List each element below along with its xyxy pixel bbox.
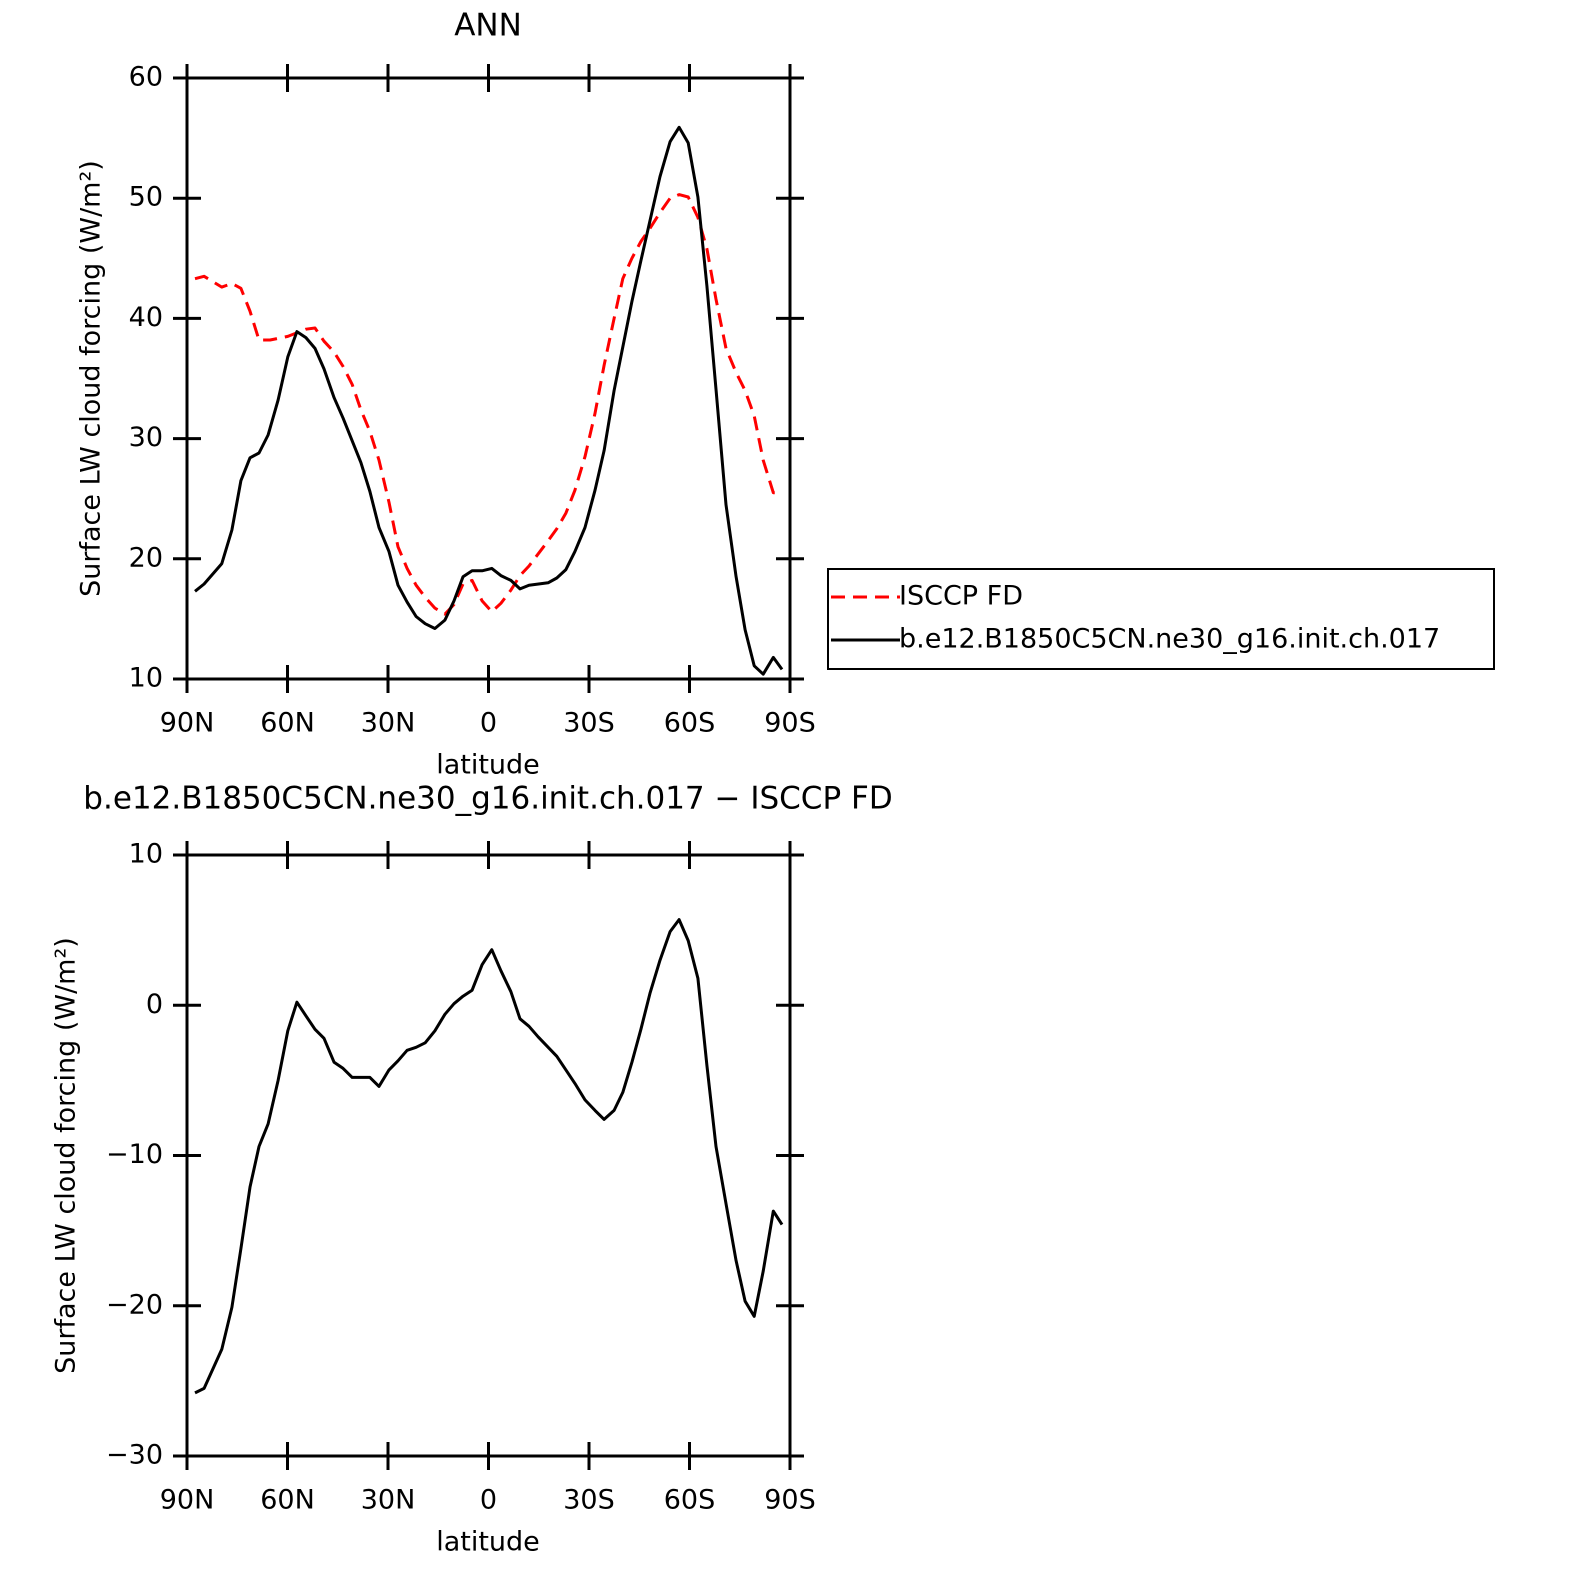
x-tick-label: 30N [361,708,416,739]
y-tick-label: 0 [146,989,163,1020]
y-tick-label: 40 [129,302,163,333]
chart-title: b.e12.B1850C5CN.ne30_g16.init.ch.017 − I… [83,781,892,817]
x-tick-label: 0 [480,708,497,739]
y-tick-label: 10 [129,663,163,694]
x-tick-label: 0 [480,1485,497,1516]
x-tick-label: 30N [361,1485,416,1516]
legend-label: b.e12.B1850C5CN.ne30_g16.init.ch.017 [899,624,1440,655]
x-axis-label: latitude [436,1527,540,1558]
x-tick-label: 60S [664,708,716,739]
x-tick-label: 90S [764,708,816,739]
x-tick-label: 30S [563,708,615,739]
series-line [194,918,784,1395]
legend-box [827,568,1495,670]
x-tick-label: 90N [160,708,215,739]
x-tick-label: 60N [260,708,315,739]
y-tick-label: 60 [129,62,163,93]
y-axis-label: Surface LW cloud forcing (W/m²) [76,160,107,597]
series-line [194,125,784,676]
plot-frame [185,76,792,681]
x-axis-label: latitude [436,750,540,781]
y-axis-label: Surface LW cloud forcing (W/m²) [51,937,82,1374]
chart-title: ANN [454,8,522,44]
y-tick-label: 50 [129,182,163,213]
y-tick-label: 30 [129,422,163,453]
x-tick-label: 60S [664,1485,716,1516]
y-tick-label: 20 [129,542,163,573]
x-tick-label: 90N [160,1485,215,1516]
series-line [194,193,782,616]
y-tick-label: −30 [106,1440,163,1471]
y-tick-label: −20 [106,1289,163,1320]
plot-frame [185,853,792,1458]
y-tick-label: −10 [106,1139,163,1170]
y-tick-label: 10 [129,839,163,870]
x-tick-label: 60N [260,1485,315,1516]
x-tick-label: 30S [563,1485,615,1516]
legend-label: ISCCP FD [899,581,1023,612]
x-tick-label: 90S [764,1485,816,1516]
